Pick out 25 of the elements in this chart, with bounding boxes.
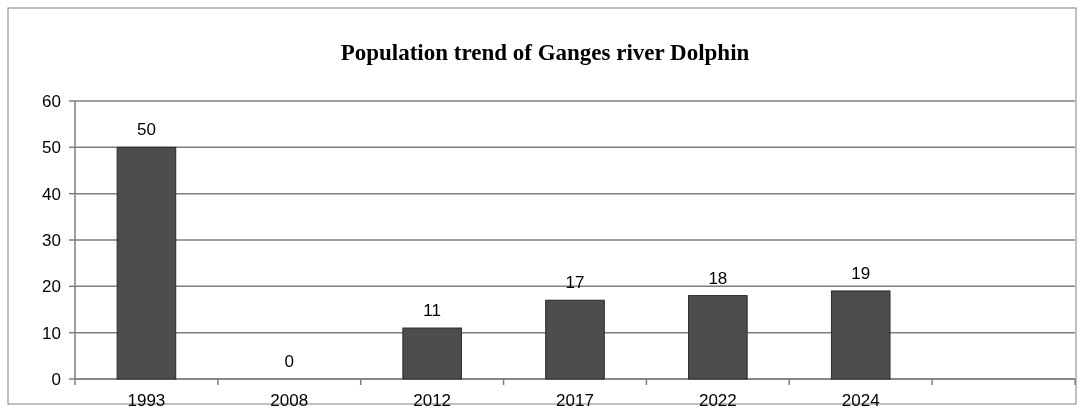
y-tick-label: 20 — [42, 277, 61, 297]
data-label: 50 — [136, 120, 156, 140]
x-tick-label: 2024 — [841, 391, 880, 410]
data-label: 18 — [708, 268, 728, 288]
x-tick-label: 2008 — [270, 391, 309, 410]
y-tick-label: 50 — [42, 138, 61, 158]
y-tick-label: 30 — [42, 230, 61, 250]
data-label: 11 — [423, 301, 441, 321]
bar — [116, 146, 177, 380]
chart-title: Population trend of Ganges river Dolphin — [340, 40, 750, 65]
bar — [402, 327, 462, 380]
bar — [688, 295, 748, 380]
x-tick-label: 2012 — [413, 391, 452, 410]
y-tick-label: 60 — [42, 91, 61, 111]
bar — [830, 290, 891, 380]
data-label: 17 — [565, 273, 585, 293]
x-tick-label: 2017 — [556, 391, 594, 410]
y-tick-label: 40 — [42, 184, 61, 204]
x-tick-label: 2022 — [698, 391, 737, 410]
data-label: 0 — [284, 352, 295, 371]
x-tick-label: 1993 — [127, 391, 166, 410]
data-label: 19 — [851, 263, 871, 283]
y-tick-label: 10 — [42, 323, 61, 343]
y-tick-label: 0 — [51, 369, 61, 389]
bar — [545, 299, 605, 380]
